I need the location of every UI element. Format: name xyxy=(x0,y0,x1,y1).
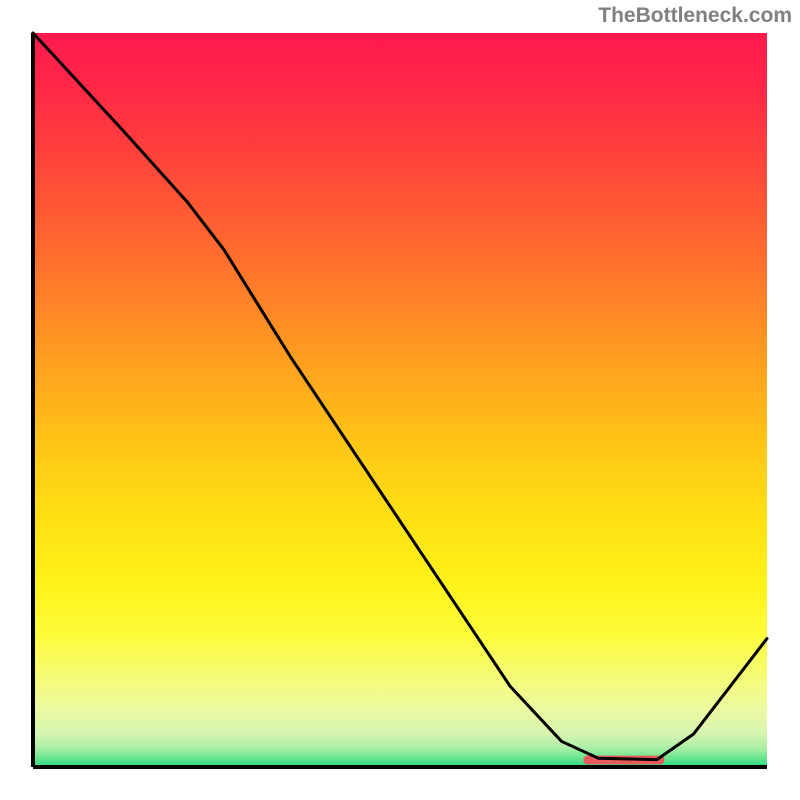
plot-background xyxy=(33,33,767,767)
attribution-text: TheBottleneck.com xyxy=(598,4,792,28)
chart-svg xyxy=(0,0,800,800)
chart-container: TheBottleneck.com xyxy=(0,0,800,800)
